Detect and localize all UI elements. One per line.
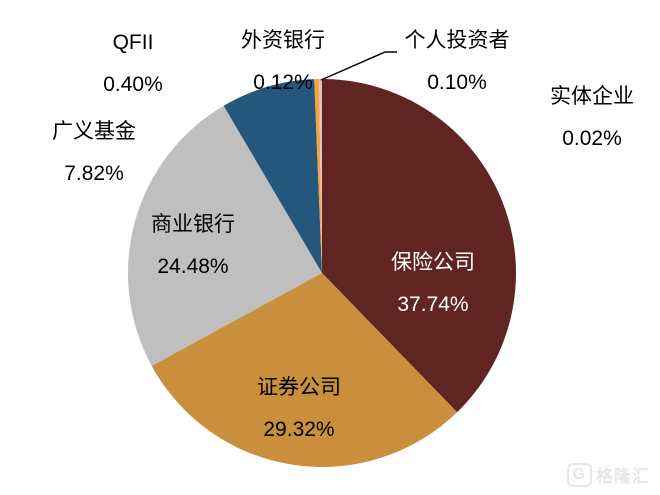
- pie-slice-qfii: [314, 79, 322, 274]
- slice-name: 个人投资者: [404, 29, 510, 52]
- slice-label-real-enterprises: 实体企业 0.02%: [550, 76, 634, 160]
- slice-percent: 7.82%: [64, 162, 124, 185]
- pie-slice-insurance: [322, 79, 516, 413]
- leader-line-individual-investors: [320, 51, 397, 81]
- slice-name: 证券公司: [257, 376, 341, 399]
- gelonghui-watermark-text: 格隆汇: [596, 467, 650, 486]
- slice-label-commercial-banks: 商业银行 24.48%: [151, 204, 235, 288]
- slice-percent: 37.74%: [397, 293, 469, 316]
- slice-name: 保险公司: [391, 251, 475, 274]
- pie-slice-commercial: [128, 105, 322, 366]
- pie-slice-foreign: [319, 79, 322, 273]
- slice-percent: 24.48%: [157, 255, 229, 278]
- slice-percent: 0.10%: [427, 71, 487, 94]
- slice-percent: 0.12%: [253, 71, 313, 94]
- slice-percent: 0.02%: [562, 127, 622, 150]
- slice-name: QFII: [112, 31, 154, 54]
- slice-name: 广义基金: [52, 120, 136, 143]
- slice-label-securities-companies: 证券公司 29.32%: [257, 367, 341, 451]
- slice-label-qfii: QFII 0.40%: [103, 22, 163, 106]
- pie-slice-securities: [151, 273, 458, 467]
- gelonghui-watermark: G 格隆汇: [566, 462, 650, 487]
- slice-label-individual-investors: 个人投资者 0.10%: [405, 20, 510, 104]
- pie-slice-individual: [320, 79, 322, 273]
- slice-percent: 29.32%: [263, 418, 335, 441]
- slice-name: 商业银行: [151, 213, 235, 236]
- pie-slice-funds: [223, 79, 322, 273]
- slice-label-foreign-banks: 外资银行 0.12%: [241, 20, 325, 104]
- slice-percent: 0.40%: [103, 73, 163, 96]
- slice-name: 外资银行: [241, 29, 325, 52]
- gelonghui-logo-icon: G: [566, 462, 592, 487]
- slice-name: 实体企业: [550, 85, 634, 108]
- slice-label-broad-funds: 广义基金 7.82%: [52, 111, 136, 195]
- slice-label-insurance-companies: 保险公司 37.74%: [391, 242, 475, 326]
